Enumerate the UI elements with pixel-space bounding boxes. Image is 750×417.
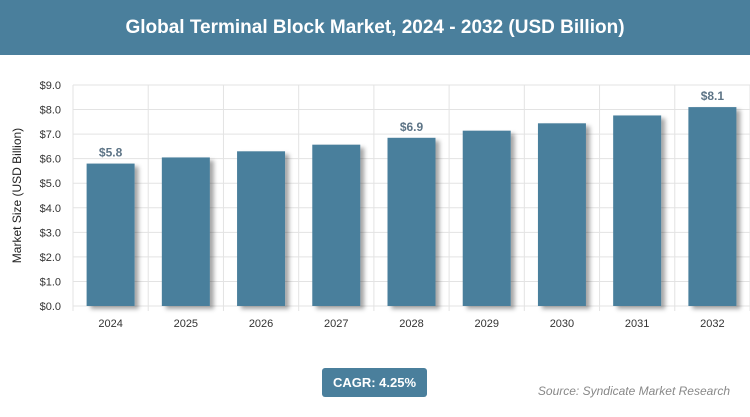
x-tick-label: 2026 (249, 318, 273, 330)
x-tick-label: 2032 (700, 318, 724, 330)
y-tick-label: $5.0 (40, 178, 61, 190)
y-axis-label: Market Size (USD Billion) (10, 128, 24, 263)
cagr-label: CAGR: 4.25% (332, 375, 417, 390)
y-tick-label: $7.0 (40, 129, 61, 141)
data-label-2032: $8.1 (701, 89, 725, 103)
bar-2025 (161, 157, 210, 306)
data-label-2024: $5.8 (99, 146, 123, 160)
x-tick-label: 2029 (474, 318, 498, 330)
data-label-2028: $6.9 (400, 120, 424, 134)
bar-2030 (537, 123, 586, 306)
x-tick-label: 2027 (324, 318, 348, 330)
bar-2029 (462, 130, 511, 306)
source-note: Source: Syndicate Market Research (537, 384, 730, 398)
x-tick-label: 2028 (399, 318, 423, 330)
x-tick-label: 2024 (98, 318, 122, 330)
bar-2028 (387, 137, 436, 306)
y-tick-label: $9.0 (40, 80, 61, 92)
y-tick-label: $0.0 (40, 301, 61, 313)
y-tick-label: $8.0 (40, 105, 61, 117)
cagr-badge: CAGR: 4.25% (322, 368, 427, 397)
chart-title: Global Terminal Block Market, 2024 - 203… (125, 16, 625, 38)
chart-title-banner: Global Terminal Block Market, 2024 - 203… (0, 0, 750, 55)
y-tick-label: $6.0 (40, 154, 61, 166)
y-tick-label: $4.0 (40, 203, 61, 215)
x-tick-label: 2030 (550, 318, 574, 330)
y-tick-label: $1.0 (40, 276, 61, 288)
y-tick-label: $3.0 (40, 227, 61, 239)
bar-2024 (86, 163, 135, 306)
bar-2032 (688, 107, 737, 306)
y-tick-label: $2.0 (40, 252, 61, 264)
x-tick-label: 2031 (625, 318, 649, 330)
bar-2031 (613, 115, 662, 307)
bar-chart: $0.0 $1.0 $2.0 $3.0 $4.0 $5.0 $6.0 $7.0 $8.0 $9.0… (10, 80, 750, 330)
x-tick-label: 2025 (174, 318, 198, 330)
bar-2027 (312, 144, 361, 306)
bar-2026 (237, 151, 286, 306)
